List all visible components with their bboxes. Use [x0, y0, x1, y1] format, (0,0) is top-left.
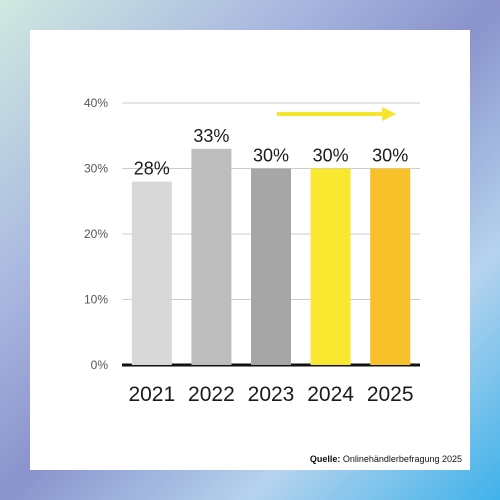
source-label: Quelle:: [309, 454, 341, 464]
x-tick-label: 2022: [188, 383, 235, 406]
x-tick-label: 2021: [128, 383, 175, 406]
x-tick-label: 2025: [367, 383, 414, 406]
bar-2023: [251, 168, 291, 365]
bar-2022: [191, 148, 232, 365]
source-text: Onlinehändlerbefragung 2025: [340, 454, 462, 464]
data-label: 30%: [372, 146, 408, 166]
data-labels: 28% 33% 30% 30% 30%: [134, 126, 408, 179]
source-note: Quelle: Onlinehändlerbefragung 2025: [310, 454, 462, 464]
bar-2025: [370, 168, 411, 365]
y-tick-label: 10%: [84, 293, 108, 307]
bar-chart: 0% 10% 20% 30% 40% 2021 2022 2023 2024 2025 28% 3…: [84, 96, 420, 406]
trend-arrow: [276, 107, 397, 121]
y-tick-label: 20%: [84, 227, 108, 241]
bar-2021: [131, 181, 172, 365]
chart-card: 0% 10% 20% 30% 40% 2021 2022 2023 2024 2025 28% 3…: [30, 30, 470, 470]
y-tick-label: 30%: [84, 162, 108, 176]
bars: [131, 148, 411, 365]
x-tick-labels: 2021 2022 2023 2024 2025: [128, 383, 413, 406]
y-tick-label: 40%: [84, 96, 108, 110]
y-tick-labels: 0% 10% 20% 30% 40%: [84, 96, 108, 372]
y-tick-label: 0%: [91, 358, 109, 372]
data-label: 30%: [253, 146, 289, 166]
data-label: 30%: [313, 146, 349, 166]
arrow-head: [382, 107, 397, 121]
data-label: 33%: [193, 126, 229, 146]
x-tick-label: 2024: [307, 383, 354, 406]
bar-2024: [310, 168, 351, 365]
data-label: 28%: [134, 159, 170, 179]
x-tick-label: 2023: [248, 383, 295, 406]
